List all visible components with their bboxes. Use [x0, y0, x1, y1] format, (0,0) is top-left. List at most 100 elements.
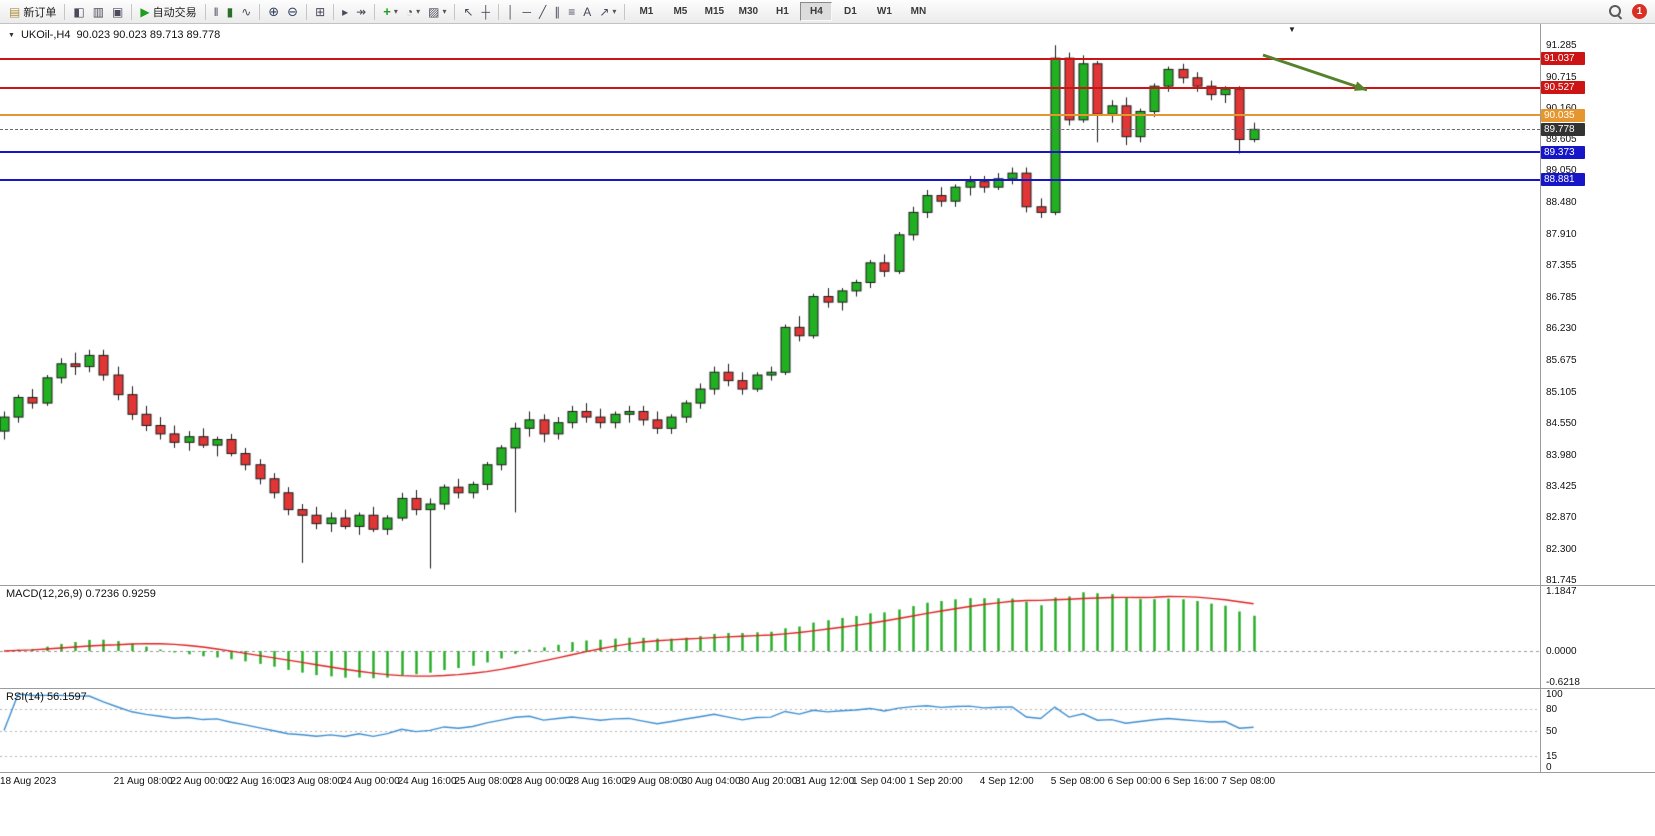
trend-arrow-head	[1354, 81, 1367, 91]
new-order-button[interactable]: ▤ 新订单	[5, 1, 60, 23]
chart-symbol-label: ▼ UKOil-,H4 90.023 90.023 89.713 89.778	[8, 29, 220, 41]
bar-chart-button[interactable]: ‖	[210, 1, 223, 23]
chart-window: ▼ UKOil-,H4 90.023 90.023 89.713 89.778 …	[0, 24, 1655, 836]
dropdown-icon[interactable]: ▾	[612, 7, 617, 16]
toolbar-separator	[498, 3, 500, 20]
templates-button[interactable]: ▨ ▾	[424, 1, 450, 23]
market-watch-button[interactable]: ◧	[69, 1, 88, 23]
time-axis-label: 28 Aug 00:00	[511, 776, 571, 787]
price-axis-label: 82.300	[1546, 543, 1577, 555]
toolbar-button-groups: ▤ 新订单 ◧ ▥ ▣ ▶ 自动交易 ‖ ▮ ∿ ⊕ ⊖ ⊞ ▸ ↠ + ▾ ◔ ▾ ▨ ▾ ↖ ┼ │ ─ ╱ ∥ ≡ A ↗ ▾ M1 M5…	[5, 1, 935, 23]
price-axis-label: 85.105	[1546, 386, 1577, 398]
cursor-button[interactable]: ↖	[459, 1, 477, 23]
toolbar-separator	[374, 3, 376, 20]
text-button[interactable]: A	[579, 1, 595, 23]
line-chart-icon: ∿	[241, 4, 252, 19]
bar-chart-icon: ‖	[213, 4, 219, 19]
time-axis-label: 5 Sep 08:00	[1050, 776, 1105, 787]
time-axis-label: 22 Aug 16:00	[227, 776, 287, 787]
play-icon: ▶	[140, 4, 150, 19]
time-axis-label: 24 Aug 00:00	[340, 776, 400, 787]
search-icon-circle	[1609, 5, 1621, 17]
price-tag-support-1: 89.373	[1541, 145, 1585, 159]
price-axis-label: 87.910	[1546, 229, 1577, 241]
candlestick-chart-button[interactable]: ▮	[223, 1, 238, 23]
tile-windows-button[interactable]: ⊞	[311, 1, 329, 23]
price-axis-label: 83.980	[1546, 449, 1577, 461]
timeframe-mn-button[interactable]: MN	[910, 6, 927, 17]
chart-shift-marker[interactable]: ▼	[1288, 25, 1296, 34]
crosshair-button[interactable]: ┼	[478, 1, 495, 23]
timeframe-m5-button[interactable]: M5	[673, 6, 688, 17]
fibonacci-button[interactable]: ≡	[564, 1, 579, 23]
panel-separator[interactable]	[0, 772, 1655, 773]
chart-shift-button[interactable]: ↠	[352, 1, 370, 23]
data-window-button[interactable]: ▥	[89, 1, 108, 23]
templates-icon: ▨	[428, 4, 440, 19]
indicators-button[interactable]: + ▾	[379, 1, 402, 23]
trend-arrow-object[interactable]	[1255, 48, 1390, 103]
timeframe-d1-button[interactable]: D1	[843, 6, 857, 17]
time-axis-label: 30 Aug 04:00	[681, 776, 741, 787]
price-axis-label: 88.480	[1546, 197, 1577, 209]
chart-canvas[interactable]	[0, 24, 1540, 774]
time-axis-label: 22 Aug 00:00	[170, 776, 230, 787]
timeframe-w1-button[interactable]: W1	[876, 6, 892, 17]
notification-badge[interactable]: 1	[1632, 4, 1647, 19]
rsi-axis-label: 0	[1546, 762, 1552, 773]
time-axis-label: 29 Aug 08:00	[624, 776, 684, 787]
horizontal-line-button[interactable]: ─	[519, 1, 536, 23]
indicators-icon: +	[383, 4, 391, 19]
dropdown-icon[interactable]: ▾	[393, 7, 398, 16]
channel-button[interactable]: ∥	[550, 1, 564, 23]
price-axis-label: 89.605	[1546, 134, 1577, 146]
fibonacci-icon: ≡	[568, 4, 576, 19]
vertical-line-button[interactable]: │	[503, 1, 519, 23]
level-line-pivot-orange[interactable]	[0, 114, 1540, 117]
auto-scroll-button[interactable]: ▸	[338, 1, 352, 23]
level-line-resistance-2[interactable]	[0, 86, 1540, 89]
price-axis-label: 86.230	[1546, 323, 1577, 335]
panel-separator[interactable]	[0, 585, 1655, 586]
zoom-out-button[interactable]: ⊖	[283, 1, 302, 23]
navigator-button[interactable]: ▣	[108, 1, 127, 23]
timeframe-m15-button[interactable]: M15	[704, 6, 725, 17]
data-window-icon: ▥	[92, 4, 105, 19]
toolbar-separator	[259, 3, 261, 20]
trendline-button[interactable]: ╱	[535, 1, 550, 23]
timeframe-h4-button[interactable]: H4	[800, 2, 833, 21]
panel-separator[interactable]	[0, 688, 1655, 689]
level-line-support-1[interactable]	[0, 151, 1540, 154]
search-icon[interactable]	[1608, 4, 1623, 20]
price-tag-resistance-2: 90.527	[1541, 81, 1585, 94]
chart-shift-icon: ↠	[356, 4, 367, 19]
symbol-dropdown-icon[interactable]: ▼	[8, 31, 15, 39]
rsi-axis-label: 15	[1546, 751, 1558, 763]
macd-axis-label: 0.0000	[1546, 646, 1577, 658]
time-axis-label: 6 Sep 00:00	[1107, 776, 1162, 787]
periods-button[interactable]: ◔ ▾	[402, 1, 424, 23]
time-axis-label: 24 Aug 16:00	[397, 776, 457, 787]
timeframe-h1-button[interactable]: H1	[775, 6, 789, 17]
level-line-current-price[interactable]	[0, 129, 1540, 130]
price-axis-label: 84.550	[1546, 417, 1577, 429]
level-line-resistance-1[interactable]	[0, 57, 1540, 60]
price-axis-label: 90.160	[1546, 103, 1577, 114]
zoom-in-button[interactable]: ⊕	[264, 1, 283, 23]
arrows-button[interactable]: ↗ ▾	[595, 1, 620, 23]
price-axis-label: 85.675	[1546, 354, 1577, 366]
dropdown-icon[interactable]: ▾	[442, 7, 447, 16]
timeframe-m30-button[interactable]: M30	[738, 6, 759, 17]
time-axis-label: 18 Aug 2023	[0, 776, 57, 787]
price-axis-label: 90.715	[1546, 71, 1577, 83]
dropdown-icon[interactable]: ▾	[416, 7, 421, 16]
line-chart-button[interactable]: ∿	[237, 1, 255, 23]
timeframe-m1-button[interactable]: M1	[639, 6, 654, 17]
rsi-axis-label: 50	[1546, 725, 1558, 737]
time-axis-label: 30 Aug 20:00	[738, 776, 798, 787]
price-axis-label: 91.285	[1546, 40, 1577, 51]
price-axis-label: 87.355	[1546, 260, 1577, 272]
level-line-support-2[interactable]	[0, 178, 1540, 181]
time-axis-label: 4 Sep 12:00	[979, 776, 1034, 787]
auto-trading-button[interactable]: ▶ 自动交易	[136, 1, 200, 23]
